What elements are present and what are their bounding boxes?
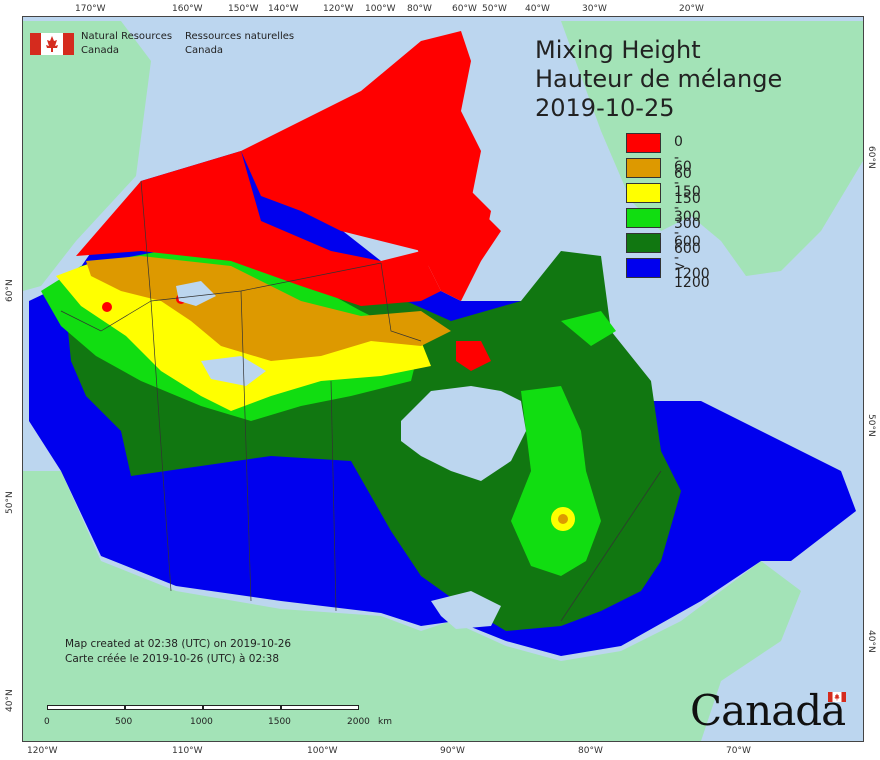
scale-label: 1500: [268, 717, 291, 727]
alaska-land: [23, 21, 151, 291]
legend-label: 300 - 600: [674, 209, 701, 257]
lon-label-top: 150°W: [228, 4, 259, 14]
zone-red-mainland: [76, 151, 441, 306]
lon-label-bottom: 110°W: [172, 746, 203, 756]
creation-note: Map created at 02:38 (UTC) on 2019-10-26…: [65, 637, 291, 667]
title-en: Mixing Height: [535, 36, 701, 64]
great-lakes: [431, 591, 501, 629]
province-borders: [60, 180, 662, 622]
zone-orange-dot: [558, 514, 568, 524]
lon-label-top: 20°W: [679, 4, 704, 14]
greenland-land: [561, 21, 863, 276]
zone-light-green-quebec: [511, 386, 601, 576]
lat-label-left: 40°N: [5, 689, 15, 712]
usa-land: [23, 471, 801, 741]
agency-name-en: Natural Resources Canada: [81, 31, 173, 56]
lon-label-bottom: 90°W: [440, 746, 465, 756]
scale-label: 1000: [190, 717, 213, 727]
lon-label-top: 50°W: [482, 4, 507, 14]
scale-label: 500: [115, 717, 133, 727]
lat-label-left: 50°N: [5, 491, 15, 514]
legend-swatch: [626, 208, 661, 228]
hudson-bay: [401, 386, 526, 481]
legend-label: 60 - 150: [674, 159, 701, 207]
lat-label-right: 50°N: [866, 414, 876, 437]
lon-label-bottom: 100°W: [307, 746, 338, 756]
legend-label: > 1200: [674, 259, 710, 291]
title-fr: Hauteur de mélange: [535, 65, 783, 93]
legend-label: 150 - 300: [674, 184, 701, 232]
zone-red-dot: [102, 302, 112, 312]
lon-label-bottom: 70°W: [726, 746, 751, 756]
scale-bar: 0 500 1000 1500 2000 km: [44, 705, 392, 727]
lon-label-top: 60°W: [452, 4, 477, 14]
scale-label: 2000: [347, 717, 370, 727]
lat-label-left: 60°N: [5, 279, 15, 302]
creation-note-fr: Carte créée le 2019-10-26 (UTC) à 02:38: [65, 653, 280, 665]
lat-label-right: 60°N: [866, 146, 876, 169]
zone-red-baffin: [401, 181, 491, 281]
wordmark-flag-icon: [828, 692, 846, 702]
canada-flag-icon: [30, 33, 74, 55]
lon-label-bottom: 120°W: [27, 746, 58, 756]
agency-name-fr: Ressources naturelles Canada: [185, 31, 295, 56]
lon-label-top: 140°W: [268, 4, 299, 14]
lon-label-top: 40°W: [525, 4, 550, 14]
mixing-height-map[interactable]: [23, 17, 863, 741]
legend-label: 600 - 1200: [674, 234, 710, 282]
legend-swatch: [626, 258, 661, 278]
scale-label: 0: [44, 717, 50, 727]
lon-label-bottom: 80°W: [578, 746, 603, 756]
great-bear-lake: [176, 281, 216, 306]
canada-wordmark: Canada: [690, 686, 846, 735]
scale-segment: [47, 705, 125, 710]
lon-label-top: 170°W: [75, 4, 106, 14]
lon-label-top: 100°W: [365, 4, 396, 14]
lon-label-top: 160°W: [172, 4, 203, 14]
lon-label-top: 30°W: [582, 4, 607, 14]
scale-segment: [125, 705, 203, 710]
legend-swatch: [626, 133, 661, 153]
map-frame[interactable]: [22, 16, 864, 742]
creation-note-en: Map created at 02:38 (UTC) on 2019-10-26: [65, 638, 292, 650]
zone-red-east: [456, 341, 491, 371]
great-slave-lake: [201, 356, 266, 386]
legend-swatch: [626, 233, 661, 253]
map-title: Mixing Height Hauteur de mélange 2019-10…: [535, 36, 782, 123]
legend-swatch: [626, 158, 661, 178]
legend-swatch: [626, 183, 661, 203]
lon-label-top: 120°W: [323, 4, 354, 14]
lon-label-top: 80°W: [407, 4, 432, 14]
scale-segment: [281, 705, 359, 710]
zone-light-green-labrador: [561, 311, 616, 346]
title-date: 2019-10-25: [535, 94, 675, 122]
zone-orange: [86, 256, 451, 361]
scale-segment: [203, 705, 281, 710]
scale-unit: km: [378, 717, 392, 727]
legend-label: 0 - 60: [674, 134, 692, 182]
lat-label-right: 40°N: [866, 630, 876, 653]
